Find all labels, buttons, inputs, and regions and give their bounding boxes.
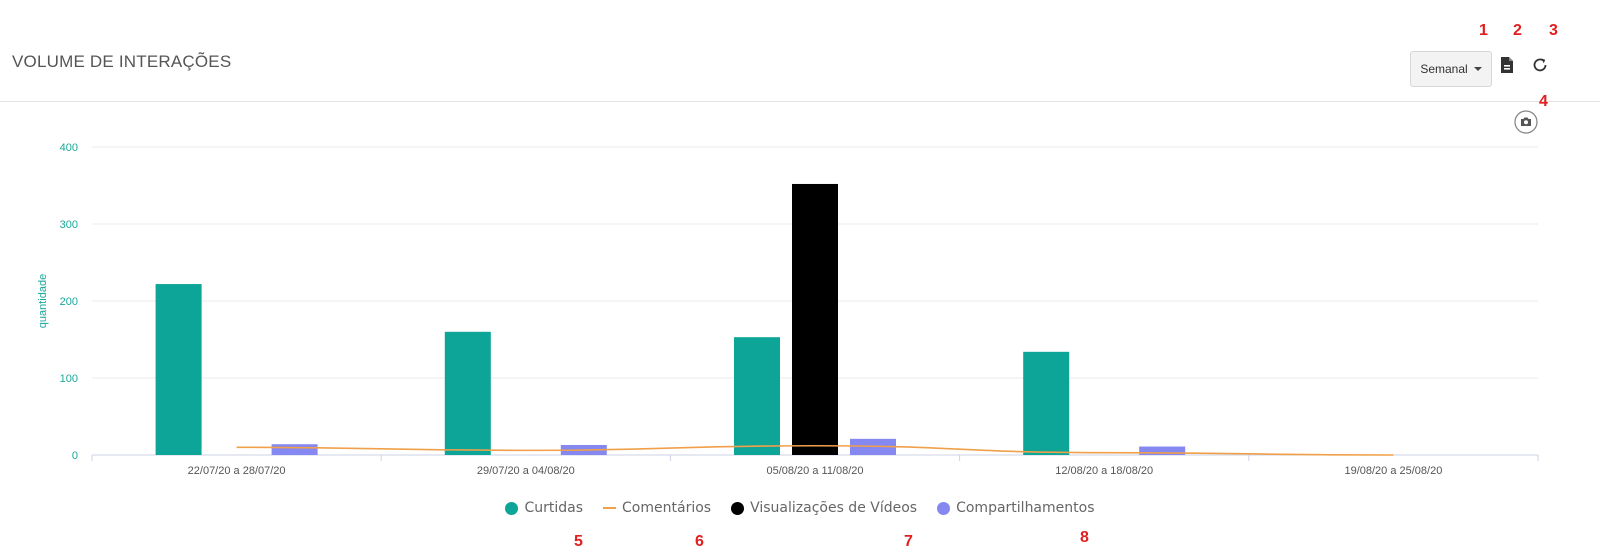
annotation-marker-7: 7: [904, 533, 913, 550]
period-select-value: Semanal: [1420, 62, 1468, 76]
x-tick-label: 29/07/20 a 04/08/20: [477, 465, 575, 477]
legend-swatch: [603, 507, 617, 509]
annotation-marker-6: 6: [695, 533, 704, 550]
bar-compartilhamentos: [271, 444, 318, 455]
line-comentarios: [236, 444, 1394, 456]
annotation-marker-8: 8: [1080, 529, 1089, 546]
y-tick-label: 200: [60, 296, 78, 308]
legend-item[interactable]: Curtidas: [505, 500, 583, 516]
annotation-marker-5: 5: [574, 533, 583, 550]
legend-label: Visualizações de Vídeos: [750, 500, 918, 516]
legend-swatch: [731, 501, 745, 515]
legend-label: Comentários: [622, 500, 712, 516]
camera-icon[interactable]: [1514, 110, 1538, 134]
legend-item[interactable]: Comentários: [603, 500, 711, 516]
legend-item[interactable]: Compartilhamentos: [937, 500, 1095, 516]
legend-swatch: [937, 501, 951, 515]
chart-title: VOLUME DE INTERAÇÕES: [12, 52, 232, 71]
annotation-marker-2: 2: [1513, 22, 1522, 39]
period-select[interactable]: Semanal: [1410, 51, 1492, 87]
legend-swatch: [505, 501, 519, 515]
header-divider: [0, 101, 1600, 102]
bar-curtidas: [444, 331, 491, 455]
x-tick-label: 19/08/20 a 25/08/20: [1344, 465, 1442, 477]
caret-down-icon: [1473, 67, 1482, 71]
y-tick-label: 0: [72, 450, 78, 462]
file-export-icon[interactable]: [1497, 55, 1517, 75]
annotation-marker-4: 4: [1539, 93, 1548, 110]
legend-item[interactable]: Visualizações de Vídeos: [731, 500, 917, 516]
bar-curtidas: [1023, 351, 1070, 455]
y-tick-label: 100: [60, 373, 78, 385]
chart-canvas: 0 100 200 300 400 22/07/20 a 28/07/20 29/07/20…: [37, 142, 1539, 477]
bar-curtidas: [734, 337, 780, 455]
x-tick-label: 22/07/20 a 28/07/20: [188, 465, 286, 477]
refresh-icon[interactable]: [1530, 55, 1550, 75]
annotation-marker-3: 3: [1549, 22, 1558, 39]
x-tick-label: 05/08/20 a 11/08/20: [766, 465, 863, 477]
y-axis-label: quantidade: [37, 274, 49, 328]
bar-compartilhamentos: [1139, 446, 1186, 455]
y-tick-label: 400: [60, 142, 78, 154]
legend-label: Curtidas: [524, 500, 584, 516]
y-tick-label: 300: [60, 219, 78, 231]
bar-visualiza-es-de-v-deos: [792, 183, 838, 455]
legend-label: Compartilhamentos: [956, 500, 1095, 516]
annotation-marker-1: 1: [1479, 22, 1488, 39]
legend: Curtidas Comentários Visualizações de Víde…: [0, 500, 1600, 516]
bar-curtidas: [155, 284, 202, 455]
x-tick-label: 12/08/20 a 18/08/20: [1055, 465, 1153, 477]
